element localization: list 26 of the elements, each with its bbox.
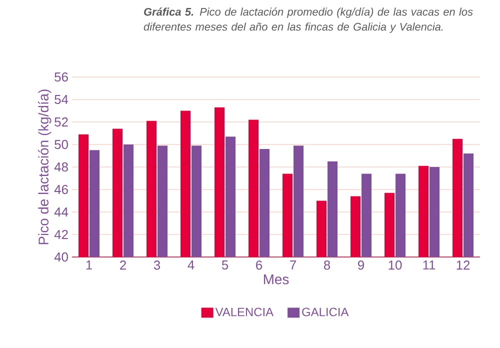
y-axis-title: Pico de lactación (kg/día) bbox=[38, 90, 52, 244]
x-tick-label: 5 bbox=[222, 260, 228, 270]
y-tick-label: 48 bbox=[54, 162, 68, 172]
y-tick-label: 50 bbox=[54, 140, 68, 150]
x-tick-label: 8 bbox=[324, 260, 330, 270]
x-tick-label: 2 bbox=[120, 260, 126, 270]
y-tick-label: 56 bbox=[54, 72, 68, 82]
x-tick-label: 7 bbox=[290, 260, 296, 270]
x-tick-label: 1 bbox=[86, 260, 92, 270]
y-tick-label: 54 bbox=[54, 94, 68, 104]
x-tick-label: 4 bbox=[188, 260, 194, 270]
y-tick-label: 52 bbox=[54, 117, 68, 127]
x-tick-label: 12 bbox=[456, 260, 470, 270]
y-tick-label: 40 bbox=[54, 252, 68, 262]
legend-label: GALICIA bbox=[302, 308, 349, 316]
x-tick-label: 11 bbox=[423, 260, 436, 270]
x-tick-label: 10 bbox=[388, 260, 402, 270]
x-axis-title: Mes bbox=[264, 274, 289, 284]
x-tick-label: 3 bbox=[154, 260, 160, 270]
x-tick-label: 9 bbox=[358, 260, 364, 270]
x-tick-label: 6 bbox=[256, 260, 262, 270]
y-tick-label: 44 bbox=[54, 208, 68, 216]
y-tick-label: 42 bbox=[54, 230, 68, 240]
legend-label: VALENCIA bbox=[215, 308, 274, 316]
y-tick-label: 46 bbox=[54, 184, 68, 194]
chart-title: Gráfica 5. Pico de lactación promedio (kg/día) de las vacas en los diferentes meses del año en las fincas de Galicia y Valencia. bbox=[144, 8, 473, 33]
